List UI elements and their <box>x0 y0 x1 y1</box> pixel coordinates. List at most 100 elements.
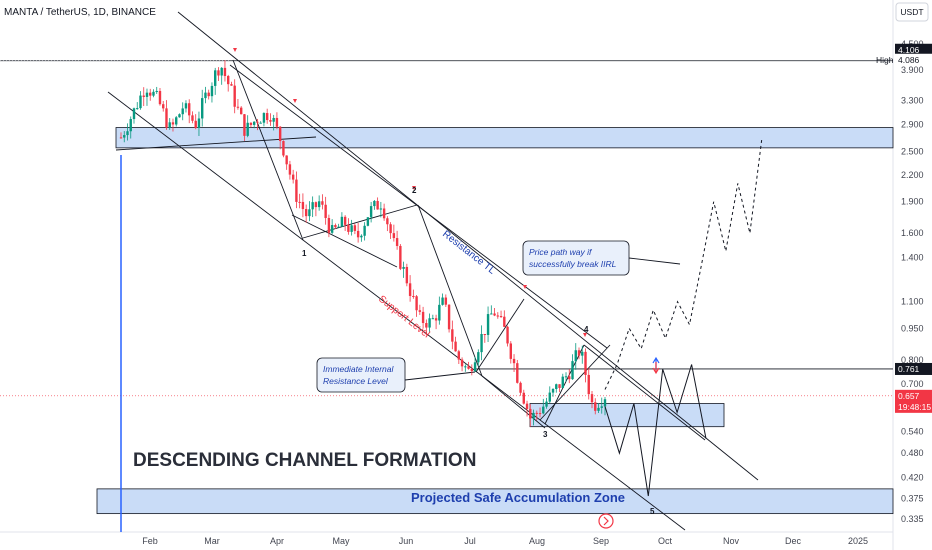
trendlines-layer <box>0 11 893 532</box>
price-tick-label: 0.420 <box>901 473 924 483</box>
currency-button[interactable]: USDT <box>895 2 929 22</box>
candle-body <box>269 120 272 122</box>
wave-leg-b <box>417 204 483 377</box>
callout-internal-line-2: Resistance Level <box>323 376 389 386</box>
candle-body <box>136 108 139 110</box>
candle-body <box>366 217 370 226</box>
tradingview-logo-icon[interactable] <box>598 513 614 529</box>
candle-body <box>603 399 607 407</box>
candles-layer <box>119 60 607 427</box>
top-marker-icon <box>523 285 527 289</box>
candle-body <box>353 225 357 231</box>
candle-body <box>171 122 175 125</box>
time-tick-label: Oct <box>658 536 673 546</box>
candle-body <box>236 106 240 108</box>
candle-body <box>191 115 194 121</box>
zone-upper_supply <box>115 127 894 149</box>
price-tick-label: 0.700 <box>901 379 924 389</box>
candle-body <box>275 117 279 127</box>
candle-body <box>356 230 360 238</box>
candle-body <box>564 376 568 378</box>
candle-body <box>548 392 551 402</box>
candle-body <box>418 310 422 312</box>
candle-body <box>483 333 487 335</box>
time-tick-label: Apr <box>270 536 284 546</box>
time-axis[interactable]: Feb Mar Apr May Jun Jul Aug Sep Oct Nov Dec 2025 <box>142 536 868 546</box>
candle-body <box>438 304 441 321</box>
price-tick-label: 0.540 <box>901 427 924 437</box>
candle-body <box>470 368 474 372</box>
price-tick-label: 3.900 <box>901 65 924 75</box>
candle-body <box>581 351 584 356</box>
currency-label: USDT <box>900 7 923 17</box>
candle-body <box>590 394 594 403</box>
candle-body <box>324 204 327 218</box>
candle-body <box>288 164 292 175</box>
price-axis[interactable]: 4.5003.9003.3002.9002.5002.2001.9001.600… <box>901 39 924 524</box>
candle-body <box>249 122 253 125</box>
candle-body <box>538 413 542 415</box>
wave-label-5: 5 <box>650 507 655 516</box>
price-tick-label: 0.950 <box>901 323 924 333</box>
candle-body <box>399 245 402 269</box>
candle-body <box>327 217 331 233</box>
candle-body <box>184 103 188 109</box>
candle-body <box>220 67 223 76</box>
candle-body <box>295 179 298 202</box>
projected-path-bearish <box>604 364 707 497</box>
callout-internal-line-1: Immediate Internal <box>323 364 395 374</box>
candle-body <box>467 366 470 369</box>
candle-body <box>259 122 262 124</box>
candle-body <box>376 200 379 210</box>
candle-body <box>321 201 324 205</box>
candle-body <box>444 297 448 305</box>
projected-path-bullish <box>604 137 763 390</box>
candle-body <box>252 121 256 125</box>
candle-body <box>431 318 435 320</box>
candle-body <box>392 233 396 239</box>
candle-body <box>405 266 409 284</box>
high-label: High <box>876 55 894 65</box>
price-tick-label: 1.100 <box>901 297 924 307</box>
candle-body <box>434 318 438 321</box>
candle-body <box>408 283 412 296</box>
price-tick-label: 1.400 <box>901 253 924 263</box>
time-tick-label: Jul <box>464 536 476 546</box>
candle-body <box>395 238 399 246</box>
candle-body <box>529 408 532 419</box>
candle-body <box>506 326 509 344</box>
candle-body <box>201 98 204 119</box>
candle-body <box>551 389 555 393</box>
candle-body <box>561 376 564 388</box>
wave-label-1: 1 <box>302 249 307 258</box>
candle-body <box>373 200 376 207</box>
candle-body <box>600 406 603 408</box>
candle-body <box>162 104 165 109</box>
candle-body <box>587 374 590 395</box>
candle-body <box>382 208 386 219</box>
time-tick-label: Nov <box>723 536 740 546</box>
candle-body <box>402 266 405 269</box>
wave-label-4: 4 <box>584 325 589 334</box>
price-tick-label: 1.900 <box>901 197 924 207</box>
top-marker-icon <box>293 99 297 103</box>
candle-body <box>532 412 535 419</box>
candle-body <box>347 224 350 232</box>
candle-body <box>454 341 457 352</box>
candle-body <box>301 201 305 210</box>
candle-body <box>516 363 519 383</box>
candle-body <box>155 90 158 92</box>
candle-body <box>555 384 558 390</box>
candle-body <box>204 92 207 99</box>
candle-body <box>178 114 181 118</box>
price-tick-label: 3.300 <box>901 96 924 106</box>
candle-body <box>272 117 275 122</box>
projection-layer <box>233 48 763 497</box>
candle-body <box>503 316 506 327</box>
candle-body <box>571 361 574 380</box>
candle-body <box>584 351 587 375</box>
candle-body <box>126 131 129 136</box>
